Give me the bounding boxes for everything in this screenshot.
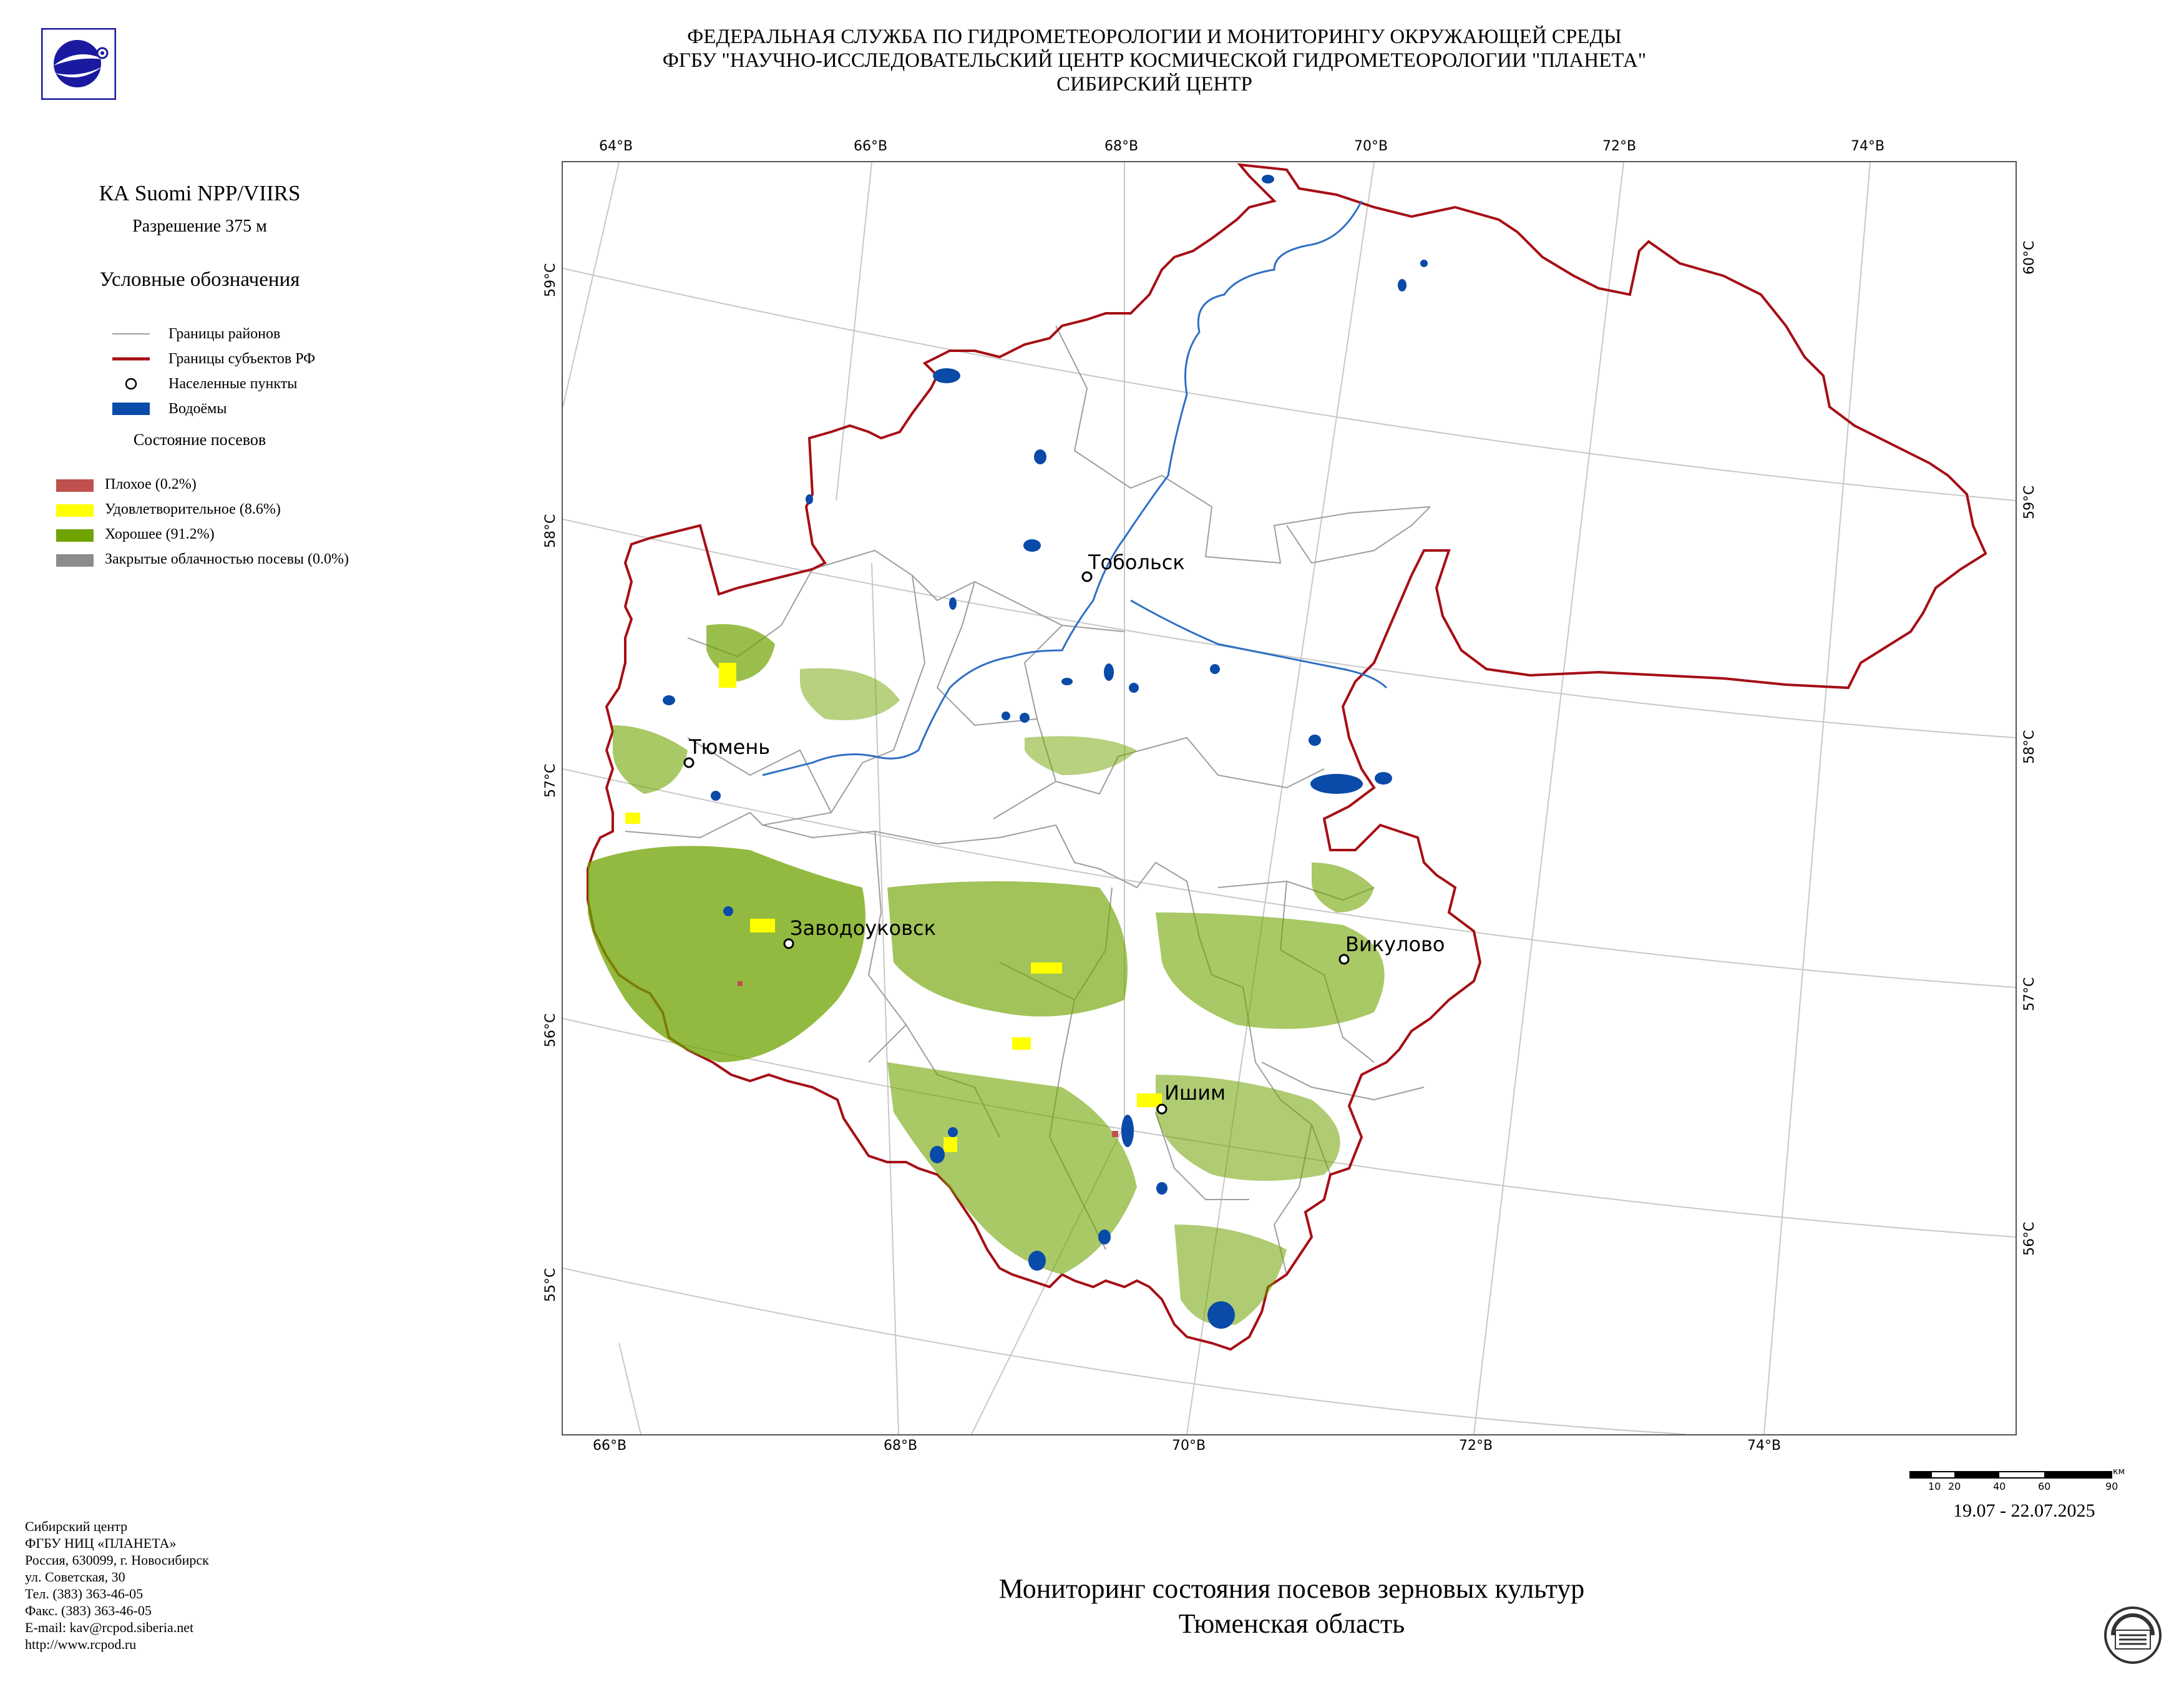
crop-cloud-swatch [56, 554, 94, 567]
left-tick: 56°С [543, 1013, 558, 1047]
top-tick: 70°В [1354, 139, 1388, 154]
river [762, 200, 1363, 776]
bottom-tick: 68°В [884, 1438, 918, 1454]
contact-line: ФГБУ НИЦ «ПЛАНЕТА» [25, 1535, 177, 1551]
scale-label: 60 [2038, 1480, 2051, 1492]
header: ФЕДЕРАЛЬНАЯ СЛУЖБА ПО ГИДРОМЕТЕОРОЛОГИИ … [562, 25, 1747, 96]
legend-item-label: Границы районов [168, 326, 281, 342]
bottom-tick: 74°В [1747, 1438, 1782, 1454]
city-label-tyumen: Тюмень [689, 735, 771, 759]
top-tick: 74°В [1851, 139, 1885, 154]
top-tick: 66°В [854, 139, 888, 154]
crop-fields-bad [738, 981, 1118, 1137]
scale-label: 90 [2105, 1480, 2118, 1492]
water-rect-icon [112, 403, 150, 415]
map-title: Мониторинг состояния посевов зерновых ку… [811, 1572, 1772, 1641]
scale-bar: 10 20 40 60 90 км [1909, 1467, 2125, 1499]
crop-label: Закрытые облачностью посевы (0.0%) [105, 551, 349, 567]
crop-good-swatch [56, 529, 94, 542]
contact-line: E-mail: kav@rcpod.siberia.net [25, 1620, 194, 1635]
planeta-logo-icon [41, 28, 116, 100]
scale-label: 20 [1948, 1480, 1961, 1492]
crop-label: Хорошее (91.2%) [105, 526, 215, 542]
legend-title: Условные обозначения [99, 268, 300, 291]
water-bodies [663, 175, 1428, 1329]
contact-line: Россия, 630099, г. Новосибирск [25, 1552, 209, 1568]
contact-info: Сибирский центр ФГБУ НИЦ «ПЛАНЕТА» Росси… [25, 1518, 209, 1653]
settlement-tyumen-marker [683, 757, 695, 768]
header-line-3: СИБИРСКИЙ ЦЕНТР [1056, 73, 1252, 95]
crop-fields-good [588, 624, 1385, 1326]
scale-label: 10 [1928, 1480, 1941, 1492]
contact-line: http://www.rcpod.ru [25, 1636, 137, 1652]
contact-line: Сибирский центр [25, 1518, 128, 1534]
region-line-icon [112, 357, 150, 361]
top-tick: 68°В [1104, 139, 1139, 154]
city-label-ishim: Ишим [1164, 1081, 1226, 1105]
top-tick: 72°В [1602, 139, 1637, 154]
settlements [683, 571, 1350, 1115]
legend-item-label: Населенные пункты [168, 376, 298, 392]
crop-label: Плохое (0.2%) [105, 476, 197, 492]
river-tributary [1130, 599, 1388, 689]
graticule [563, 162, 2016, 1434]
date-range: 19.07 - 22.07.2025 [1953, 1500, 2095, 1521]
contact-line: Факс. (383) 363-46-05 [25, 1603, 152, 1618]
city-label-tobolsk: Тобольск [1088, 550, 1185, 574]
legend-item-label: Водоёмы [168, 401, 227, 417]
contact-line: Тел. (383) 363-46-05 [25, 1586, 144, 1601]
left-tick: 59°С [543, 263, 558, 297]
right-tick: 59°С [2022, 485, 2037, 519]
crop-fields-satisfactory [625, 663, 1162, 1152]
right-tick: 56°С [2022, 1221, 2037, 1256]
scale-unit: км [2113, 1467, 2125, 1477]
satellite-label: КА Suomi NPP/VIIRS [99, 181, 301, 205]
bottom-tick: 72°В [1459, 1438, 1493, 1454]
map-frame [562, 161, 2017, 1435]
city-label-zavodoukovsk: Заводоуковск [790, 916, 936, 940]
legend-item-label: Границы субъектов РФ [168, 351, 316, 367]
right-tick: 60°С [2022, 240, 2037, 275]
crop-bad-swatch [56, 479, 94, 492]
map-title-line-2: Тюменская область [1178, 1608, 1405, 1639]
bottom-tick: 70°В [1172, 1438, 1206, 1454]
map-title-line-1: Мониторинг состояния посевов зерновых ку… [998, 1573, 1585, 1604]
header-line-2: ФГБУ "НАУЧНО-ИССЛЕДОВАТЕЛЬСКИЙ ЦЕНТР КОС… [662, 49, 1647, 72]
resolution-label: Разрешение 375 м [132, 217, 267, 236]
map-canvas [563, 162, 2016, 1434]
header-line-1: ФЕДЕРАЛЬНАЯ СЛУЖБА ПО ГИДРОМЕТЕОРОЛОГИИ … [687, 26, 1622, 48]
crop-satisfactory-swatch [56, 504, 94, 517]
right-tick: 57°С [2022, 977, 2037, 1011]
settlement-vikulovo-marker [1338, 954, 1350, 965]
top-tick: 64°В [599, 139, 633, 154]
region-border [587, 163, 1987, 1351]
left-tick: 58°С [543, 514, 558, 548]
contact-line: ул. Советская, 30 [25, 1569, 125, 1585]
left-tick: 55°С [543, 1268, 558, 1302]
settlement-ishim-marker [1156, 1103, 1168, 1115]
iso-badge-icon [2104, 1606, 2162, 1664]
scale-label: 40 [1993, 1480, 2006, 1492]
settlement-circle-icon [125, 378, 137, 390]
scale-bar-graphic [1909, 1471, 2112, 1479]
left-tick: 57°С [543, 763, 558, 798]
crops-legend-title: Состояние посевов [133, 431, 266, 449]
right-tick: 58°С [2022, 730, 2037, 764]
district-line-icon [112, 333, 150, 335]
settlement-tobolsk-marker [1081, 571, 1093, 582]
city-label-vikulovo: Викулово [1345, 932, 1445, 956]
settlement-zavodoukovsk-marker [783, 938, 794, 949]
crop-label: Удовлетворительное (8.6%) [105, 501, 281, 517]
bottom-tick: 66°В [593, 1438, 627, 1454]
